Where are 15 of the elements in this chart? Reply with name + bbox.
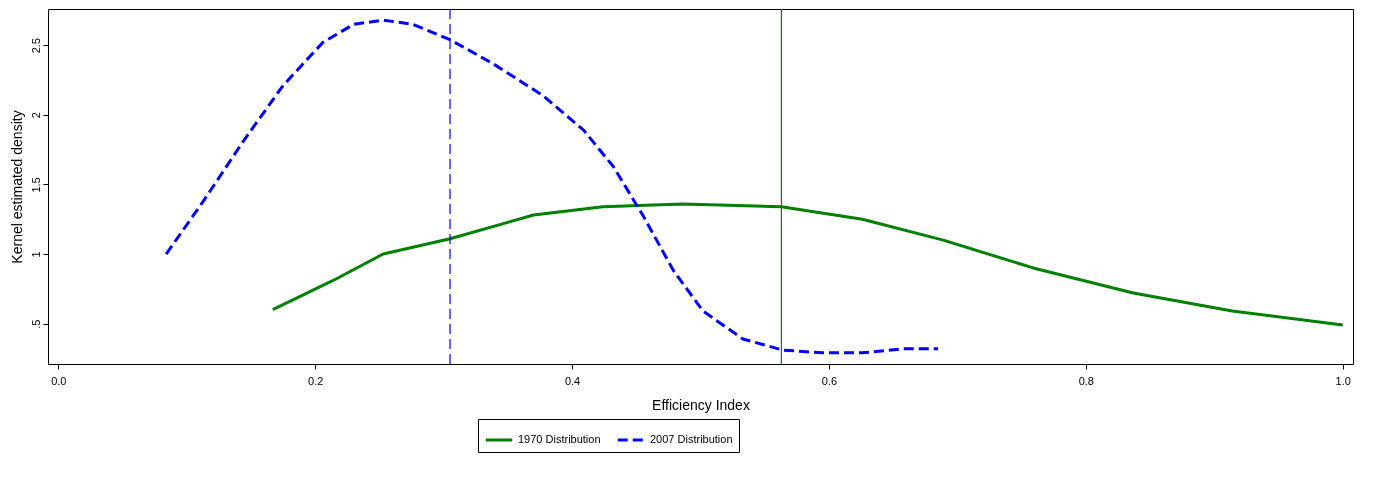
y-tick-label: 2.5 <box>29 38 42 54</box>
x-tick-label: 0.6 <box>821 374 838 387</box>
y-axis-title: Kernel estimated density <box>8 110 25 264</box>
x-tick-label: 0.8 <box>1078 374 1094 387</box>
x-tick-label: 0.2 <box>308 374 324 387</box>
y-tick-label: 1 <box>29 251 42 258</box>
y-tick-label: 2 <box>29 112 42 119</box>
y-tick-label: .5 <box>29 319 42 329</box>
legend-label: 1970 Distribution <box>518 433 601 445</box>
legend-label: 2007 Distribution <box>650 433 733 445</box>
y-tick-label: 1.5 <box>29 177 42 193</box>
x-tick-label: 0.0 <box>51 374 67 387</box>
x-tick-label: 0.4 <box>564 374 581 387</box>
x-axis-title: Efficiency Index <box>652 396 750 413</box>
x-tick-label: 1.0 <box>1335 374 1351 387</box>
